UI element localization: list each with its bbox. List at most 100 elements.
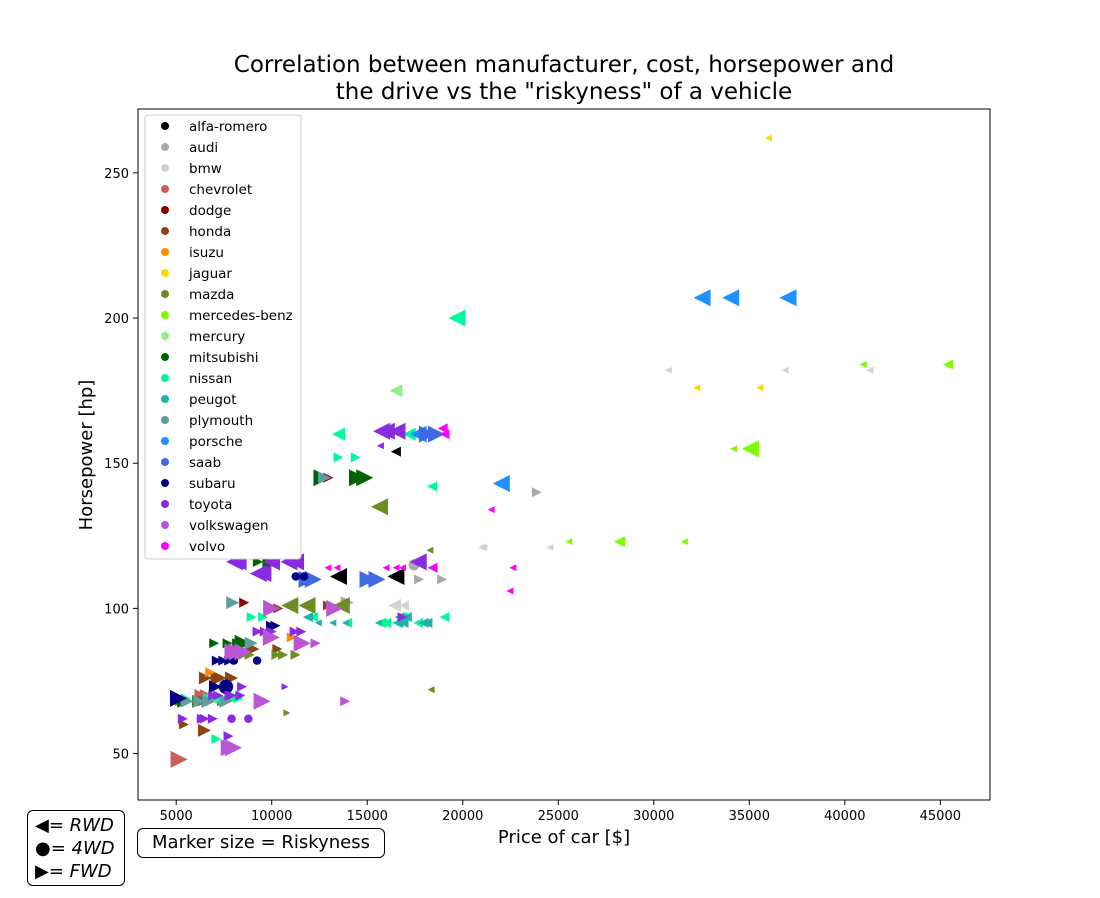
data-point xyxy=(409,553,427,571)
data-point xyxy=(263,599,281,617)
data-point xyxy=(509,564,517,572)
data-point xyxy=(224,690,235,701)
x-tick-label: 45000 xyxy=(920,809,961,824)
data-point xyxy=(693,384,701,392)
data-point xyxy=(318,471,332,485)
data-point xyxy=(218,679,234,694)
data-point xyxy=(303,612,314,623)
data-point xyxy=(178,719,189,730)
4wd-legend-text: = 4WD xyxy=(50,838,115,859)
rwd-legend-text: = RWD xyxy=(48,815,114,836)
data-point xyxy=(329,619,337,627)
x-tick-label: 5000 xyxy=(160,809,193,824)
data-point xyxy=(205,667,216,678)
data-point xyxy=(234,643,252,661)
data-point xyxy=(290,649,301,660)
data-point xyxy=(332,596,350,614)
data-point xyxy=(439,429,450,440)
legend-marker xyxy=(161,416,169,424)
data-point xyxy=(281,683,289,691)
data-point xyxy=(271,649,282,660)
data-point xyxy=(427,686,435,694)
data-point xyxy=(859,360,867,368)
legend-label: nissan xyxy=(189,371,232,387)
data-point xyxy=(371,498,389,516)
data-point xyxy=(332,427,346,441)
data-point xyxy=(781,366,789,374)
data-point xyxy=(211,734,222,745)
legend-marker xyxy=(161,164,169,172)
data-point xyxy=(326,599,344,617)
data-point xyxy=(299,572,309,581)
data-point xyxy=(244,714,253,723)
data-point xyxy=(942,359,953,370)
data-point xyxy=(281,596,299,614)
data-point xyxy=(291,572,301,581)
data-point xyxy=(237,681,248,692)
legend-marker xyxy=(161,353,169,361)
rwd-legend-row: ◀= RWD xyxy=(35,814,124,837)
data-point xyxy=(193,694,207,708)
data-point xyxy=(254,565,272,583)
x-tick-label: 20000 xyxy=(442,809,483,824)
data-point xyxy=(730,445,738,453)
data-point xyxy=(393,617,404,628)
fwd-legend-text: = FWD xyxy=(48,861,112,882)
data-point xyxy=(437,574,448,585)
legend-marker xyxy=(161,122,169,130)
legend: alfa-romero audi bmw chevrolet dodge honda isu… xyxy=(144,114,302,560)
legend-label: saab xyxy=(189,455,221,471)
4wd-marker-icon: ● xyxy=(35,838,51,859)
data-point xyxy=(341,619,349,627)
data-point xyxy=(314,619,322,627)
data-point xyxy=(448,309,466,327)
data-point xyxy=(202,694,216,708)
legend-label: bmw xyxy=(189,161,222,177)
data-point xyxy=(418,425,436,443)
data-point xyxy=(764,134,772,142)
data-point xyxy=(426,546,434,554)
data-point xyxy=(252,626,263,637)
legend-label: mazda xyxy=(189,287,234,303)
legend-label: volvo xyxy=(189,539,225,555)
data-point xyxy=(340,696,351,707)
data-point xyxy=(289,626,300,637)
x-tick-label: 15000 xyxy=(347,809,388,824)
legend-label: mercury xyxy=(189,329,245,345)
data-point xyxy=(437,423,448,434)
data-point xyxy=(546,543,554,551)
fwd-marker-icon: ▶ xyxy=(35,861,49,882)
data-point xyxy=(308,612,319,623)
legend-marker xyxy=(161,479,169,487)
data-point xyxy=(235,690,246,701)
legend-label: dodge xyxy=(189,203,231,219)
legend-marker xyxy=(161,458,169,466)
data-point xyxy=(722,289,740,307)
data-point xyxy=(359,570,377,588)
data-point xyxy=(487,506,495,514)
legend-marker xyxy=(161,395,169,403)
legend-marker xyxy=(161,248,169,256)
legend-label: jaguar xyxy=(188,266,232,282)
data-point xyxy=(350,452,361,463)
data-point xyxy=(293,634,311,652)
legend-label: toyota xyxy=(189,497,232,513)
data-point xyxy=(170,750,188,768)
data-point xyxy=(390,446,401,457)
data-point xyxy=(680,538,688,546)
data-point xyxy=(270,620,281,631)
data-point xyxy=(177,713,188,724)
data-point xyxy=(304,570,322,588)
data-point xyxy=(756,384,764,392)
legend-marker xyxy=(161,332,169,340)
marker-size-note: Marker size = Riskyness xyxy=(137,828,385,858)
drive-type-legend: ◀= RWD ●= 4WD ▶= FWD xyxy=(27,810,125,886)
data-point xyxy=(208,680,222,694)
legend-label: subaru xyxy=(189,476,236,492)
data-point xyxy=(397,612,408,623)
data-point xyxy=(427,562,438,573)
data-point xyxy=(329,567,347,585)
legend-label: porsche xyxy=(189,434,243,450)
data-point xyxy=(439,612,450,623)
